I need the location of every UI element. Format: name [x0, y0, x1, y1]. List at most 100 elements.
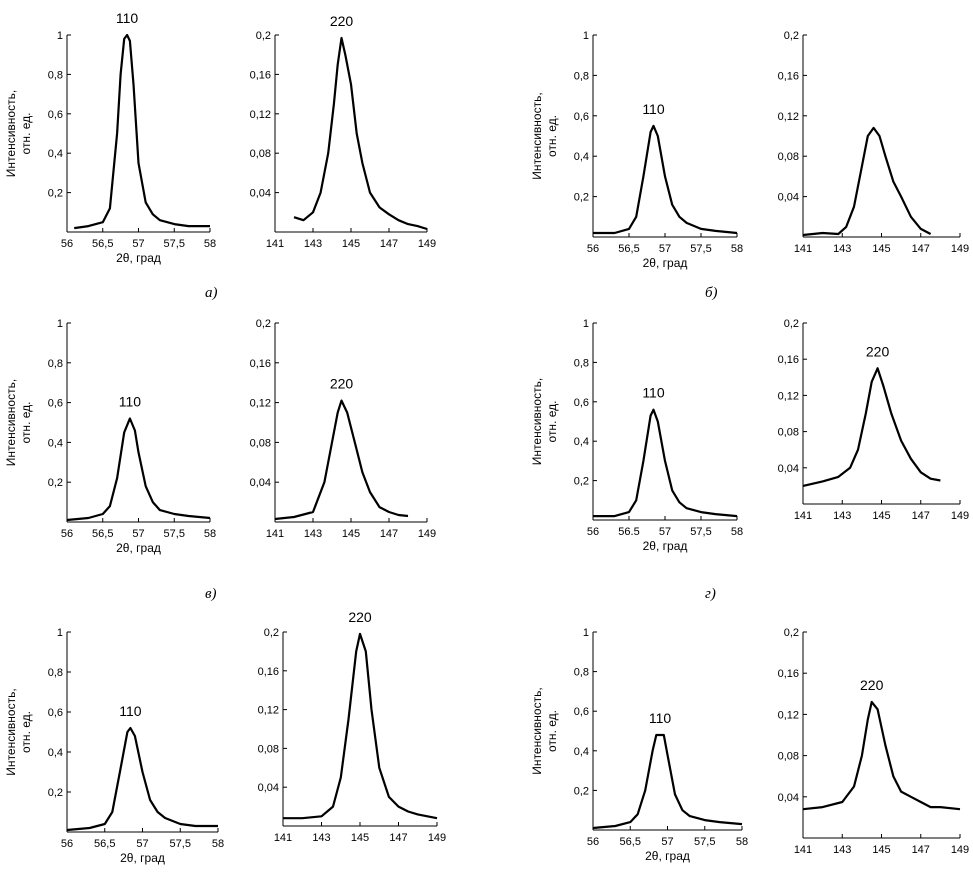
y-axis-title-line1: Интенсивность,: [4, 379, 18, 466]
x-tick-label: 58: [731, 243, 743, 255]
x-tick-label: 57: [132, 528, 144, 540]
y-tick-label: 0,4: [574, 436, 589, 448]
peak-label: 110: [119, 703, 142, 719]
diffraction-curve: [802, 367, 941, 487]
y-tick-label: 0,2: [48, 787, 63, 799]
y-tick-label: 0,08: [778, 427, 799, 439]
y-tick-label: 0,16: [258, 666, 279, 678]
y-tick-label: 0,16: [778, 668, 799, 680]
x-tick-label: 57,5: [164, 528, 185, 540]
x-tick-label: 145: [342, 528, 360, 540]
diffraction-curve: [66, 417, 211, 522]
x-axis-title: 2θ, град: [643, 539, 688, 553]
diffraction-curve: [802, 126, 932, 237]
x-axis-title: 2θ, град: [645, 849, 690, 863]
x-tick-label: 58: [212, 838, 224, 850]
y-tick-label: 0,8: [574, 70, 589, 82]
x-tick-label: 57: [136, 838, 148, 850]
x-tick-label: 57: [132, 238, 144, 250]
x-tick-label: 56: [61, 238, 73, 250]
y-tick-label: 0,16: [778, 70, 799, 82]
x-tick-label: 143: [304, 528, 322, 540]
x-tick-label: 143: [312, 832, 330, 844]
y-axis-title-line2: отн. ед.: [19, 402, 33, 444]
x-tick-label: 58: [204, 238, 216, 250]
x-tick-label: 143: [833, 243, 851, 255]
panel-label-b: б): [705, 285, 718, 301]
peak-label: 110: [119, 394, 142, 410]
x-tick-label: 57,5: [690, 243, 711, 255]
y-tick-label: 0,4: [574, 151, 589, 163]
x-tick-label: 56.5: [618, 526, 639, 538]
x-tick-label: 56,5: [92, 528, 113, 540]
x-tick-label: 141: [794, 510, 812, 522]
y-tick-label: 0,08: [258, 743, 279, 755]
peak-label: 220: [860, 677, 884, 693]
y-tick-label: 0,8: [574, 667, 589, 679]
x-tick-label: 145: [351, 832, 369, 844]
y-tick-label: 0,8: [48, 667, 63, 679]
x-tick-label: 147: [389, 832, 407, 844]
y-tick-label: 0,8: [574, 357, 589, 369]
diffraction-curve: [593, 124, 738, 235]
x-axis-title: 2θ, град: [116, 541, 161, 555]
x-axis-title: 2θ, град: [116, 251, 161, 265]
y-tick-label: 0,2: [784, 30, 799, 42]
y-tick-label: 0,4: [574, 746, 589, 758]
x-tick-label: 145: [872, 243, 890, 255]
y-tick-label: 1: [57, 30, 63, 42]
x-tick-label: 58: [736, 836, 748, 848]
peak-label: 220: [348, 609, 372, 625]
x-tick-label: 56: [61, 838, 73, 850]
y-tick-label: 0,2: [256, 318, 271, 330]
x-tick-label: 141: [794, 844, 812, 856]
chart-panel-7: 56 56.5 57 57,5 58 1 0,8 0,6 0,4 0,2 110 2θ, град Ин…: [530, 318, 743, 553]
x-tick-label: 149: [951, 844, 969, 856]
y-tick-label: 0,4: [48, 747, 63, 759]
x-tick-label: 57: [659, 243, 671, 255]
chart-panel-5: 56 56,5 57 57,5 58 1 0,8 0,6 0,4 0,2 110 2θ, град Ин…: [4, 318, 216, 555]
peak-label: 220: [330, 376, 354, 392]
y-axis-title-line1: Интенсивность,: [4, 90, 18, 177]
diffraction-curve: [274, 399, 409, 521]
chart-panel-10: 141 143 145 147 149 0,2 0,16 0,12 0,08 0,04 220: [258, 609, 447, 844]
chart-panel-6: 141 143 145 147 149 0,2 0,16 0,12 0,08 0,04 220: [250, 318, 437, 540]
x-tick-label: 141: [266, 528, 284, 540]
y-tick-label: 0,2: [48, 477, 63, 489]
chart-panel-1: 56 56,5 57 57,5 58 1 0,8 0,6 0,4 0,2 110 2θ, град Ин…: [4, 10, 216, 265]
x-tick-label: 149: [428, 832, 446, 844]
y-tick-label: 0,12: [250, 398, 271, 410]
y-axis-title-line2: отн. ед.: [19, 113, 33, 155]
y-tick-label: 0,04: [250, 188, 271, 200]
x-tick-label: 143: [833, 510, 851, 522]
x-tick-label: 56,5: [618, 243, 639, 255]
y-tick-label: 0,12: [778, 709, 799, 721]
y-tick-label: 0,2: [48, 188, 63, 200]
y-axis-title-line1: Интенсивность,: [530, 687, 544, 774]
y-tick-label: 0,08: [250, 148, 271, 160]
x-tick-label: 141: [266, 238, 284, 250]
x-tick-label: 56,5: [620, 836, 641, 848]
chart-panel-3: 56 56,5 57 57,5 58 1 0,8 0,6 0,4 0,2 110 2θ, град Ин…: [530, 30, 743, 270]
y-axis-title-line2: отн. ед.: [545, 401, 559, 443]
peak-label: 220: [866, 343, 890, 359]
y-tick-label: 0,6: [48, 398, 63, 410]
x-tick-label: 57,5: [690, 526, 711, 538]
x-tick-label: 149: [418, 528, 436, 540]
y-axis-title-line2: отн. ед.: [19, 711, 33, 753]
y-tick-label: 0,8: [48, 69, 63, 81]
y-tick-label: 0,12: [778, 111, 799, 123]
peak-label: 220: [330, 13, 354, 29]
y-tick-label: 0,2: [264, 627, 279, 639]
y-tick-label: 0,6: [574, 397, 589, 409]
y-tick-label: 1: [57, 318, 63, 330]
y-tick-label: 0,8: [48, 358, 63, 370]
x-tick-label: 145: [872, 844, 890, 856]
y-tick-label: 0,4: [48, 148, 63, 160]
y-tick-label: 0,04: [778, 192, 799, 204]
x-tick-label: 149: [418, 238, 436, 250]
x-tick-label: 147: [380, 528, 398, 540]
x-tick-label: 149: [951, 243, 969, 255]
x-axis-title: 2θ, град: [120, 851, 165, 865]
